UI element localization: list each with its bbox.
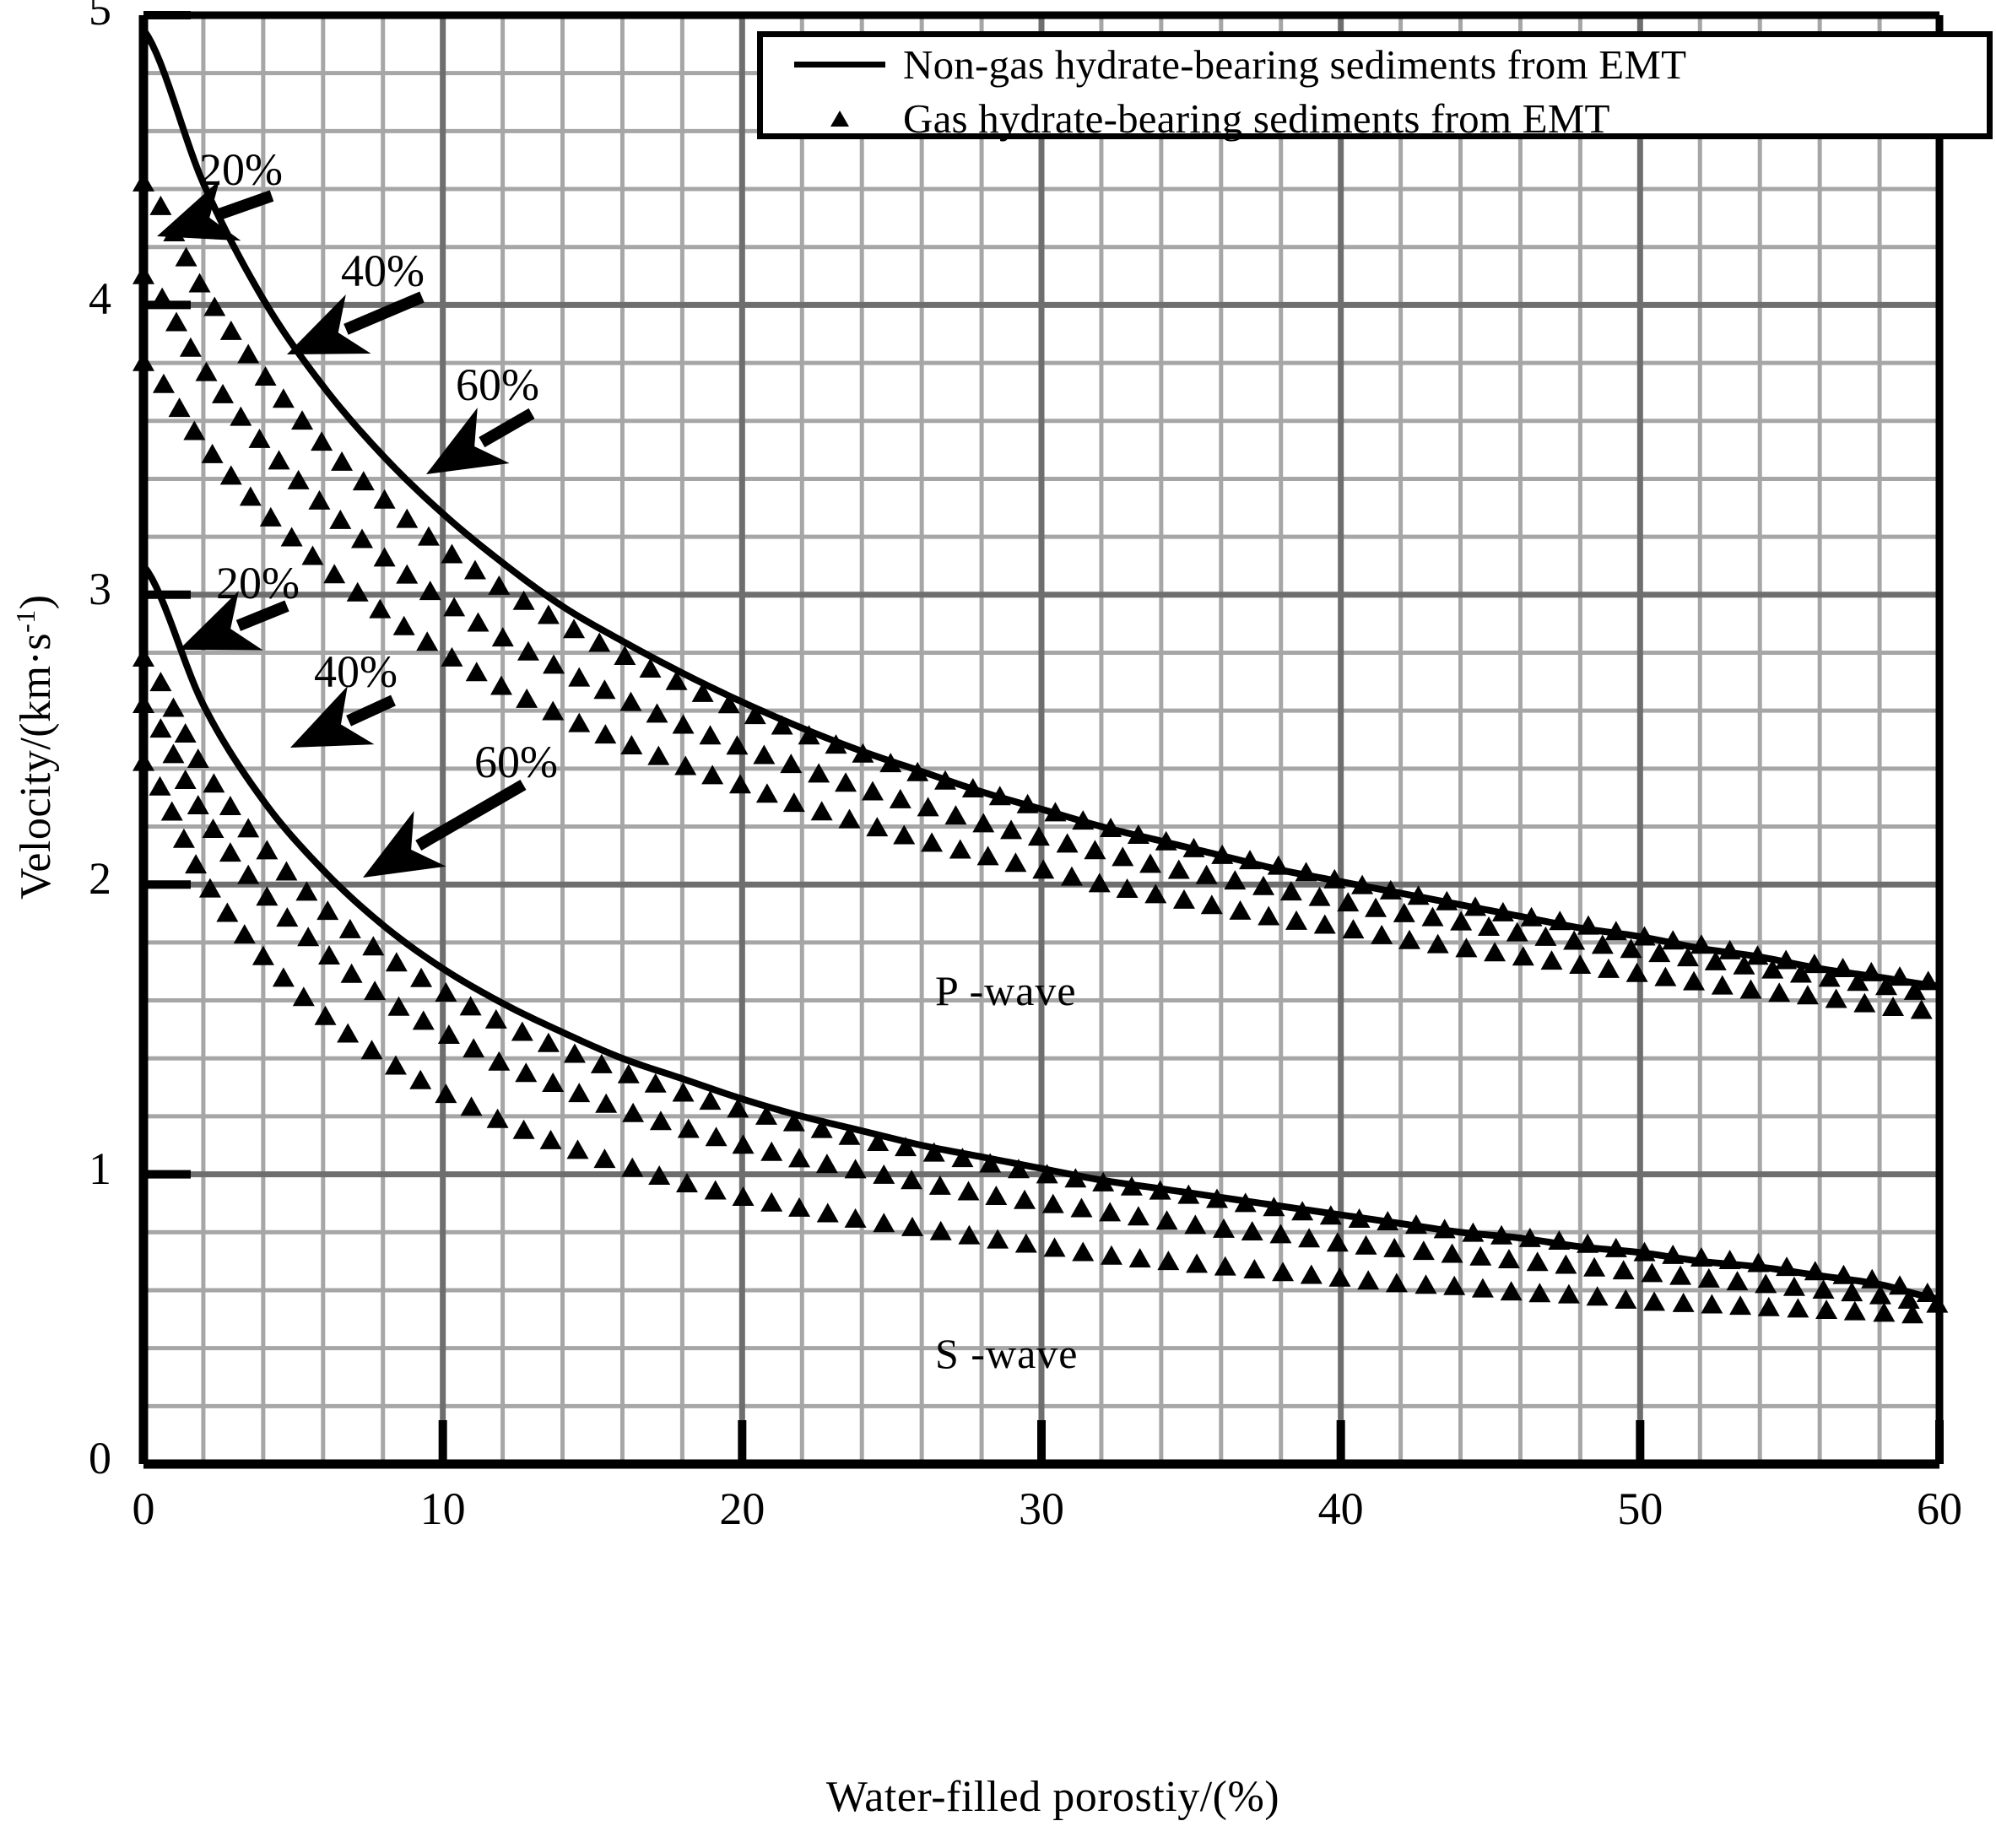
markers-s-wave-gas-hydrate-bearing-20-emt- xyxy=(133,751,1924,1324)
x-axis-label: Water-filled porostiy/(%) xyxy=(825,1773,1280,1821)
annotation-s-20: 20% xyxy=(216,558,300,608)
triangle-symbol-icon xyxy=(776,110,903,127)
line-symbol-icon xyxy=(776,61,903,68)
x-tick-label: 60 xyxy=(1917,1483,1962,1534)
arrow-s-40 xyxy=(290,686,396,748)
annotation-p-60: 60% xyxy=(456,359,539,410)
markers-p-wave-gas-hydrate-bearing-40-emt- xyxy=(133,264,1926,1000)
markers-s-wave-gas-hydrate-bearing-40-emt- xyxy=(133,693,1949,1313)
y-tick-label: 0 xyxy=(89,1433,111,1483)
x-tick-label: 40 xyxy=(1317,1483,1364,1534)
arrow-s-20 xyxy=(179,591,289,651)
p-wave-label: P -wave xyxy=(935,967,1077,1014)
y-tick-label: 3 xyxy=(89,563,111,614)
grid-major-lines xyxy=(140,12,1943,1467)
x-tick-label: 10 xyxy=(419,1483,466,1534)
y-tick-label: 5 xyxy=(89,0,111,35)
arrow-p-40 xyxy=(287,291,425,354)
legend-label-2: Gas hydrate-bearing sediments from EMT xyxy=(903,95,1610,142)
y-tick-label: 1 xyxy=(89,1143,111,1194)
arrow-p-20 xyxy=(157,180,274,241)
annotation-p-20: 20% xyxy=(199,144,283,195)
axis-frame xyxy=(138,11,1944,1469)
annotation-p-40: 40% xyxy=(341,246,425,296)
x-tick-label: 50 xyxy=(1617,1483,1663,1534)
y-tick-label: 4 xyxy=(89,273,111,325)
data-curves xyxy=(133,26,1949,1324)
y-tick-label: 2 xyxy=(89,853,111,905)
x-tick-label: 20 xyxy=(719,1483,765,1534)
markers-s-wave-gas-hydrate-bearing-60-emt- xyxy=(133,647,1939,1303)
legend: Non-gas hydrate-bearing sediments from E… xyxy=(757,31,1993,142)
annotation-s-60: 60% xyxy=(474,737,558,787)
markers-p-wave-gas-hydrate-bearing-20-emt- xyxy=(133,351,1933,1019)
arrow-p-60 xyxy=(426,408,535,474)
x-tick-label: 0 xyxy=(132,1483,155,1534)
markers-p-wave-gas-hydrate-bearing-60-emt- xyxy=(133,171,1939,991)
x-tick-label: 30 xyxy=(1019,1483,1064,1534)
arrow-s-60 xyxy=(363,779,527,878)
legend-item-non-gas-hydrate: Non-gas hydrate-bearing sediments from E… xyxy=(763,37,1987,91)
annotation-arrows xyxy=(157,180,535,878)
s-wave-label: S -wave xyxy=(935,1330,1079,1377)
legend-label-1: Non-gas hydrate-bearing sediments from E… xyxy=(903,41,1687,88)
legend-item-gas-hydrate: Gas hydrate-bearing sediments from EMT xyxy=(763,91,1987,145)
annotation-s-40: 40% xyxy=(314,646,398,697)
